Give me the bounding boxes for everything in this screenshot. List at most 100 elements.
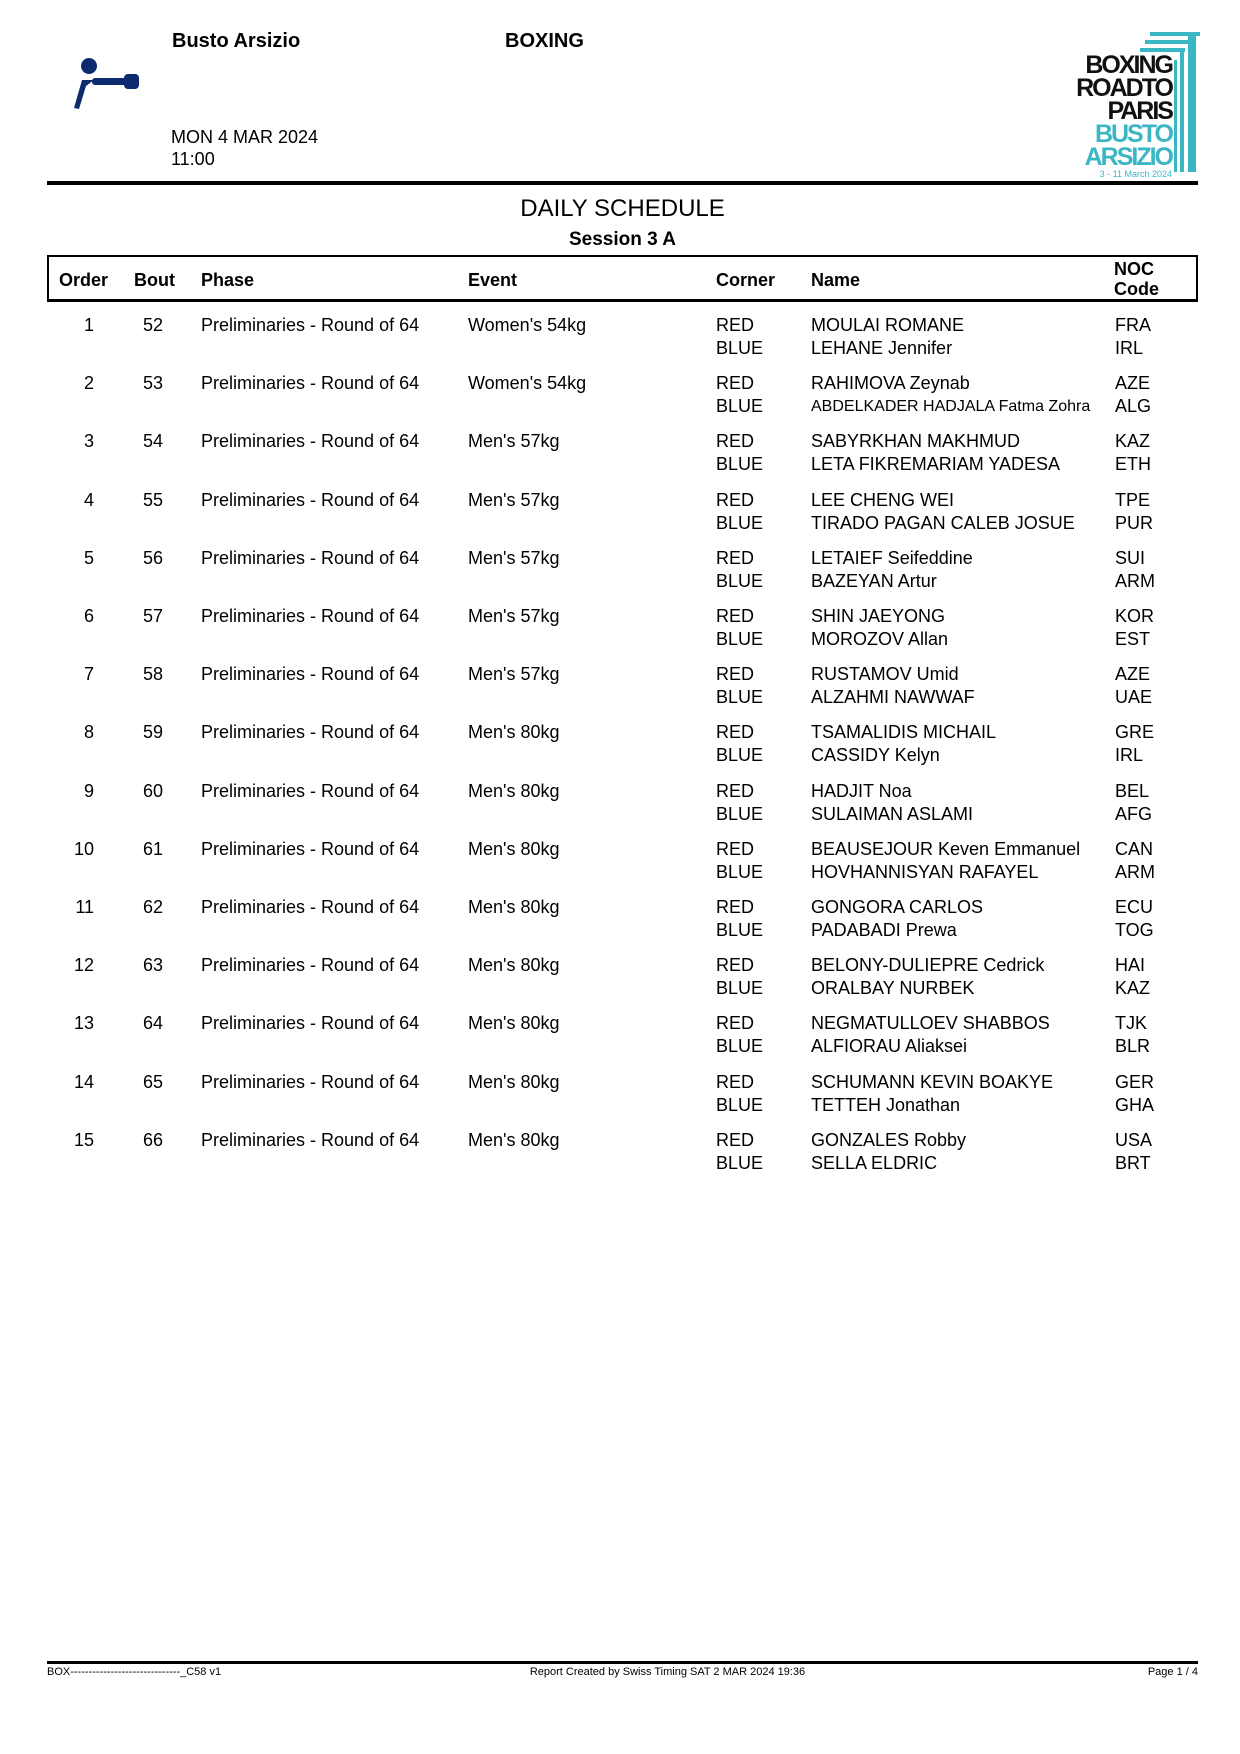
row-order: 4: [84, 489, 94, 512]
row-corner-blue: BLUE: [716, 1094, 764, 1115]
row-noc-red: BEL: [1115, 780, 1150, 801]
row-corner: RED BLUE: [716, 372, 763, 418]
row-noc-blue: KAZ: [1115, 978, 1151, 999]
row-name-blue: SELLA ELDRIC: [811, 1152, 938, 1173]
row-order-red: 11: [75, 897, 94, 917]
row-bout: 53: [133, 372, 173, 395]
row-corner: RED BLUE: [716, 314, 763, 360]
row-name: BEAUSEJOUR Keven Emmanuel HOVHANNISYAN RA…: [811, 838, 1080, 884]
row-bout-red: 62: [142, 897, 164, 917]
row-event: Men's 57kg: [468, 663, 560, 686]
row-event-red: Women's 54kg: [468, 373, 587, 394]
row-name-blue: ORALBAY NURBEK: [811, 978, 975, 999]
row-phase: Preliminaries - Round of 64: [201, 663, 419, 686]
row-bout: 59: [133, 721, 173, 744]
row-event: Men's 80kg: [468, 780, 560, 803]
row-name-blue: TIRADO PAGAN CALEB JOSUE: [811, 512, 1075, 533]
row-noc: GER GHA: [1115, 1071, 1154, 1117]
footer-page: Page 1 / 4: [1147, 1666, 1198, 1678]
row-noc-red: GRE: [1115, 722, 1155, 743]
row-event: Men's 80kg: [468, 838, 560, 861]
row-corner-red: RED: [716, 547, 755, 568]
row-noc-blue: UAE: [1115, 687, 1153, 708]
row-name-red: RAHIMOVA Zeynab: [811, 373, 970, 394]
row-bout-red: 55: [142, 489, 164, 510]
row-corner-blue: BLUE: [716, 745, 764, 766]
row-bout-red: 60: [142, 780, 164, 801]
row-order: 12: [74, 954, 94, 977]
row-event-red: Men's 57kg: [468, 606, 560, 626]
row-name-red: BEAUSEJOUR Keven Emmanuel: [811, 838, 1081, 859]
row-name-blue: ALFIORAU Aliaksei: [811, 1036, 968, 1057]
row-corner-red: RED: [716, 955, 755, 976]
table-row: 3 54 Preliminaries - Round of 64 Men's 57kg…: [0, 430, 1240, 488]
row-name-red: HADJIT Noa: [811, 780, 912, 801]
row-noc-blue: ARM: [1115, 861, 1155, 882]
row-name-blue: BAZEYAN Artur: [811, 570, 937, 591]
row-corner-blue: BLUE: [716, 803, 764, 824]
row-phase: Preliminaries - Round of 64: [201, 780, 419, 803]
row-noc-blue: BLR: [1115, 1036, 1151, 1057]
row-name-red: NEGMATULLOEV SHABBOS: [811, 1013, 1050, 1034]
col-order: Order: [59, 270, 109, 290]
row-bout: 57: [133, 605, 173, 628]
row-noc-red: KAZ: [1115, 431, 1151, 452]
row-phase: Preliminaries - Round of 64: [201, 1071, 419, 1094]
row-corner: RED BLUE: [716, 430, 763, 476]
col-phase: Phase: [201, 270, 255, 290]
row-bout: 65: [133, 1071, 173, 1094]
row-order-red: 14: [73, 1071, 94, 1092]
table-row: 1 52 Preliminaries - Round of 64 Women's 54…: [0, 314, 1240, 372]
row-bout: 61: [133, 838, 173, 861]
row-phase-red: Preliminaries - Round of 64: [201, 838, 420, 859]
row-bout-red: 57: [142, 606, 164, 626]
row-bout: 66: [133, 1129, 173, 1152]
row-noc-blue: IRL: [1115, 338, 1144, 358]
row-corner-red: RED: [716, 722, 755, 743]
row-corner: RED BLUE: [716, 721, 763, 767]
row-bout: 55: [133, 489, 173, 512]
row-corner-red: RED: [716, 780, 755, 801]
row-noc-red: TPE: [1115, 489, 1151, 510]
row-name-blue: LEHANE Jennifer: [811, 338, 953, 358]
row-event: Women's 54kg: [468, 314, 586, 337]
row-order-red: 9: [83, 780, 94, 801]
table-header: Order Bout Phase Event Corner Name NOC Co…: [47, 255, 1198, 302]
row-event: Men's 80kg: [468, 896, 560, 919]
row-corner-red: RED: [716, 489, 755, 510]
row-name-red: LEE CHENG WEI: [811, 489, 955, 510]
row-corner-blue: BLUE: [716, 1036, 764, 1057]
row-phase: Preliminaries - Round of 64: [201, 489, 419, 512]
sport: BOXING: [505, 30, 584, 52]
row-noc-red: USA: [1115, 1129, 1153, 1150]
table-row: 7 58 Preliminaries - Round of 64 Men's 57kg…: [0, 663, 1240, 721]
row-noc: ECU TOG: [1115, 896, 1154, 942]
row-name: BELONY-DULIEPRE Cedrick ORALBAY NURBEK: [811, 954, 1044, 1000]
header-divider: [47, 181, 1198, 185]
table-row: 13 64 Preliminaries - Round of 64 Men's 80k…: [0, 1012, 1240, 1070]
row-phase-red: Preliminaries - Round of 64: [201, 722, 420, 743]
row-noc: AZE ALG: [1115, 372, 1151, 418]
row-corner-red: RED: [716, 897, 755, 917]
row-name: RAHIMOVA Zeynab ABDELKADER HADJALA Fatma …: [811, 372, 1090, 418]
row-name-blue: HOVHANNISYAN RAFAYEL: [811, 861, 1039, 882]
row-phase: Preliminaries - Round of 64: [201, 838, 419, 861]
row-noc: FRA IRL: [1115, 314, 1151, 360]
row-noc: GRE IRL: [1115, 721, 1154, 767]
table-row: 2 53 Preliminaries - Round of 64 Women's 54…: [0, 372, 1240, 430]
row-name: HADJIT Noa SULAIMAN ASLAMI: [811, 780, 973, 826]
row-corner: RED BLUE: [716, 780, 763, 826]
row-noc-blue: PUR: [1115, 512, 1154, 533]
row-phase: Preliminaries - Round of 64: [201, 896, 419, 919]
table-row: 15 66 Preliminaries - Round of 64 Men's 80k…: [0, 1129, 1240, 1187]
row-phase-red: Preliminaries - Round of 64: [201, 431, 420, 452]
row-order: 8: [84, 721, 94, 744]
row-corner: RED BLUE: [716, 896, 763, 942]
row-event-red: Men's 80kg: [468, 838, 560, 859]
row-corner-blue: BLUE: [716, 1152, 764, 1173]
row-event-red: Men's 80kg: [468, 780, 560, 801]
row-bout: 62: [133, 896, 173, 919]
row-order: 14: [74, 1071, 94, 1094]
row-name: RUSTAMOV Umid ALZAHMI NAWWAF: [811, 663, 975, 709]
table-row: 5 56 Preliminaries - Round of 64 Men's 57kg…: [0, 547, 1240, 605]
